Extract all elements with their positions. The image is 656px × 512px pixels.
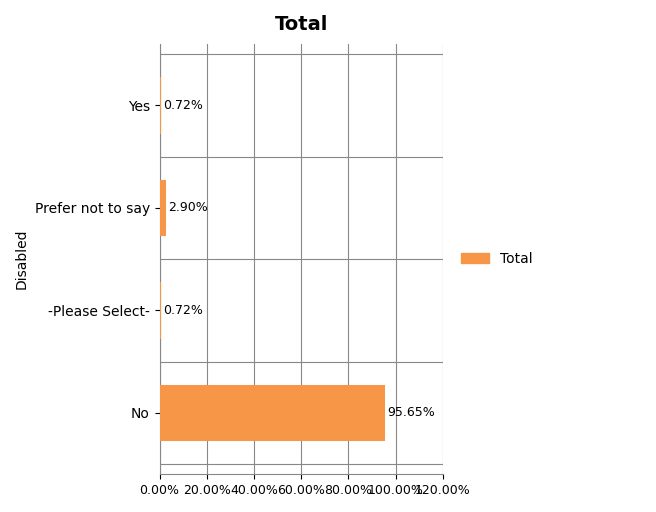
Y-axis label: Disabled: Disabled xyxy=(15,229,29,289)
Title: Total: Total xyxy=(274,15,328,34)
Legend: Total: Total xyxy=(455,246,538,272)
Text: 95.65%: 95.65% xyxy=(387,407,435,419)
Bar xyxy=(159,385,385,441)
Bar xyxy=(159,180,167,236)
Text: 2.90%: 2.90% xyxy=(168,201,208,215)
Text: 0.72%: 0.72% xyxy=(163,304,203,317)
Bar xyxy=(159,77,161,134)
Bar xyxy=(159,282,161,338)
Text: 0.72%: 0.72% xyxy=(163,99,203,112)
